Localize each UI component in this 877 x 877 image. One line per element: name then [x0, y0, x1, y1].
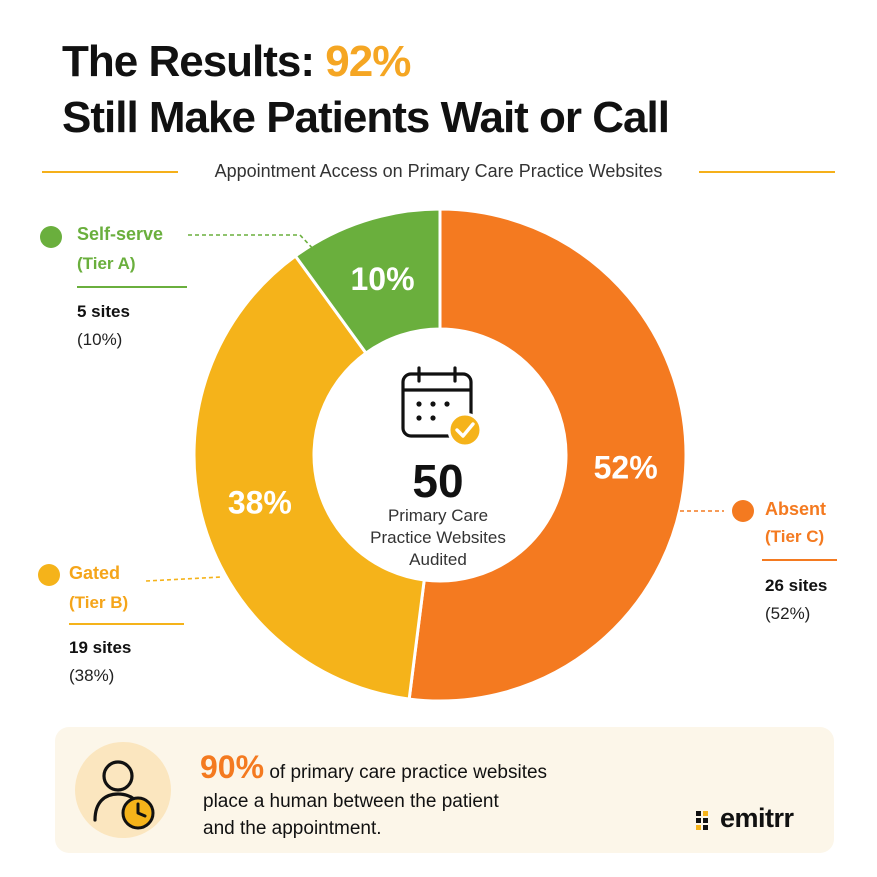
legend-dot-tier-c	[732, 500, 754, 522]
chart-subtitle: Appointment Access on Primary Care Pract…	[214, 161, 663, 181]
calendar-check-icon	[401, 366, 483, 448]
slice-label-tier-b: 38%	[228, 484, 292, 520]
title-prefix: The Results:	[62, 37, 326, 86]
legend-name-tier-c: Absent	[765, 499, 827, 519]
connector-tier-a	[188, 234, 317, 253]
legend-tier-label-c: (Tier C)	[765, 527, 825, 546]
title-line-1: The Results: 92%	[62, 34, 669, 90]
slice-label-tier-a: 10%	[350, 261, 414, 297]
legend-name-tier-b: Gated	[69, 563, 121, 583]
connector-tier-b	[145, 576, 223, 582]
center-line-3: Audited	[409, 550, 467, 569]
title-line-2: Still Make Patients Wait or Call	[62, 93, 670, 142]
brand-logo: emitrr	[696, 803, 812, 835]
summary-callout: 90% of primary care practice websites pl…	[55, 727, 834, 853]
center-line-1: Primary Care	[388, 506, 488, 525]
subtitle-rule-right	[699, 171, 835, 173]
brand-mark-icon	[696, 811, 708, 830]
legend-sites-tier-b: 19 sites	[69, 638, 132, 657]
person-clock-icon	[93, 760, 155, 830]
subtitle-rule-left	[42, 171, 178, 173]
person-clock-icon-circle	[75, 742, 171, 838]
callout-line-1-text: of primary care practice websites	[264, 762, 548, 783]
callout-line-1: 90% of primary care practice websites	[200, 749, 547, 786]
chart-subtitle-row: Appointment Access on Primary Care Pract…	[42, 160, 835, 184]
center-line-2: Practice Websites	[370, 528, 506, 547]
callout-line-2: place a human between the patient	[203, 791, 499, 812]
legend-pct-tier-a: (10%)	[77, 330, 123, 349]
legend-tier-label-a: (Tier A)	[77, 254, 136, 273]
legend-underline-tier-c	[762, 559, 837, 561]
center-total: 50	[412, 455, 463, 507]
donut-slice-tier-a	[293, 207, 442, 356]
legend-pct-tier-c: (52%)	[765, 604, 811, 623]
callout-highlight: 90%	[200, 749, 265, 785]
legend-dot-tier-b	[38, 564, 60, 586]
legend-underline-tier-a	[77, 286, 187, 288]
page-title: The Results: 92% Still Make Patients Wai…	[62, 34, 670, 146]
legend-pct-tier-b: (38%)	[69, 666, 115, 685]
brand-name: emitrr	[720, 803, 794, 833]
title-highlight: 92%	[325, 37, 411, 86]
donut-slice-tier-b	[192, 253, 426, 701]
callout-line-3: and the appointment.	[203, 818, 382, 839]
legend-sites-tier-a: 5 sites	[77, 302, 130, 321]
legend-tier-label-b: (Tier B)	[69, 593, 129, 612]
slice-label-tier-c: 52%	[594, 450, 658, 486]
legend-sites-tier-c: 26 sites	[765, 576, 828, 595]
legend-name-tier-a: Self-serve	[77, 224, 164, 244]
legend-dot-tier-a	[40, 226, 62, 248]
donut-slice-tier-c	[407, 207, 688, 703]
legend-underline-tier-b	[69, 623, 184, 625]
